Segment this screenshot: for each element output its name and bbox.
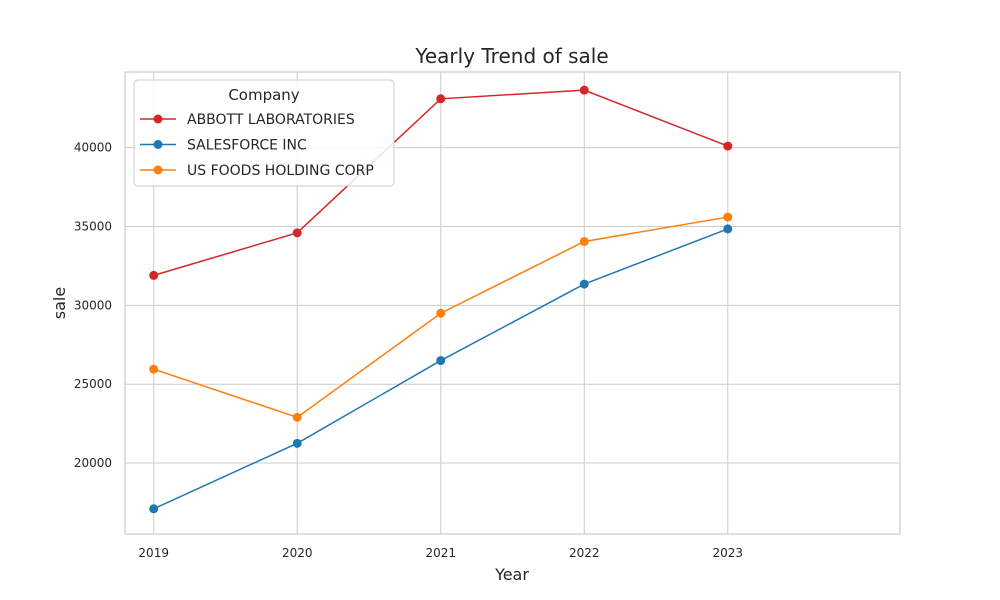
chart-title: Yearly Trend of sale bbox=[414, 44, 608, 68]
x-tick-label: 2023 bbox=[713, 546, 744, 560]
data-point bbox=[579, 85, 589, 95]
data-point bbox=[723, 212, 733, 222]
x-tick-label: 2020 bbox=[282, 546, 313, 560]
data-point bbox=[436, 94, 446, 104]
data-point bbox=[292, 412, 302, 422]
plot-area-frame bbox=[124, 71, 901, 535]
x-tick-label: 2021 bbox=[425, 546, 456, 560]
x-tick-label: 2019 bbox=[138, 546, 169, 560]
data-point bbox=[436, 356, 446, 366]
data-point bbox=[723, 141, 733, 151]
series-abbott-laboratories bbox=[149, 85, 733, 280]
legend: Company ABBOTT LABORATORIES SALESFORCE IN… bbox=[133, 79, 395, 187]
legend-label: US FOODS HOLDING CORP bbox=[187, 163, 374, 179]
y-tick-label: 25000 bbox=[74, 377, 112, 391]
legend-title: Company bbox=[228, 86, 299, 104]
data-point bbox=[149, 364, 159, 374]
legend-marker bbox=[153, 165, 163, 175]
y-tick-label: 30000 bbox=[74, 298, 112, 312]
legend-marker bbox=[153, 114, 163, 124]
legend-entry: US FOODS HOLDING CORP bbox=[140, 163, 374, 179]
series-us-foods-holding-corp bbox=[149, 212, 733, 422]
series-lines bbox=[149, 85, 733, 514]
data-point bbox=[149, 504, 159, 514]
legend-label: ABBOTT LABORATORIES bbox=[187, 112, 355, 128]
legend-marker bbox=[153, 140, 163, 149]
data-point bbox=[579, 279, 589, 289]
legend-entry: ABBOTT LABORATORIES bbox=[140, 112, 355, 128]
y-tick-label: 20000 bbox=[74, 456, 112, 470]
x-tick-label: 2022 bbox=[569, 546, 600, 560]
x-axis-label: Year bbox=[494, 565, 529, 584]
legend-entries: ABBOTT LABORATORIES SALESFORCE INC US FOOD… bbox=[140, 112, 374, 179]
y-tick-label: 35000 bbox=[74, 220, 112, 234]
y-axis-label: sale bbox=[50, 287, 69, 319]
series-salesforce-inc bbox=[149, 224, 733, 514]
data-point bbox=[149, 270, 159, 280]
data-point bbox=[292, 438, 302, 448]
data-point bbox=[436, 308, 446, 318]
legend-entry: SALESFORCE INC bbox=[140, 138, 307, 154]
legend-label: SALESFORCE INC bbox=[187, 138, 307, 154]
data-point bbox=[579, 237, 589, 247]
data-point bbox=[292, 228, 302, 238]
axis-ticks: 2019 2020 2021 2022 2023 20000 25000 30000 35000… bbox=[74, 141, 743, 560]
grid bbox=[125, 72, 900, 534]
data-point bbox=[723, 224, 733, 234]
legend-box bbox=[133, 79, 395, 187]
y-tick-label: 40000 bbox=[74, 141, 112, 155]
